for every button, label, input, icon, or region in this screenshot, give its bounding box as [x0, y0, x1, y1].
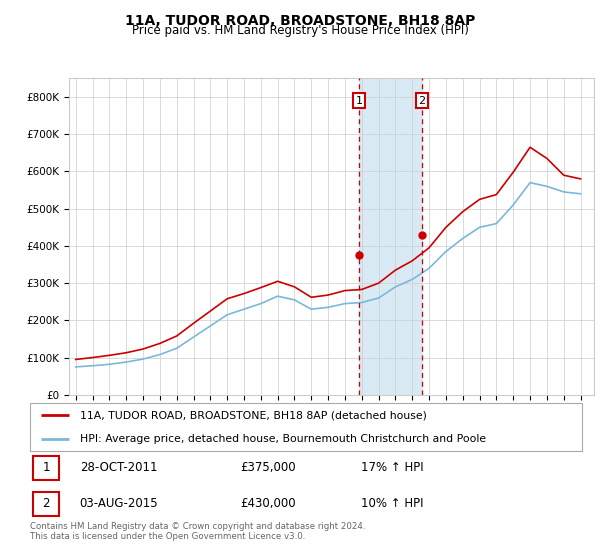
Text: 2: 2 [418, 96, 425, 105]
FancyBboxPatch shape [33, 492, 59, 516]
FancyBboxPatch shape [30, 403, 582, 451]
Text: HPI: Average price, detached house, Bournemouth Christchurch and Poole: HPI: Average price, detached house, Bour… [80, 434, 486, 444]
Text: 17% ↑ HPI: 17% ↑ HPI [361, 461, 424, 474]
Text: 1: 1 [42, 461, 50, 474]
Text: 11A, TUDOR ROAD, BROADSTONE, BH18 8AP: 11A, TUDOR ROAD, BROADSTONE, BH18 8AP [125, 14, 475, 28]
Text: 10% ↑ HPI: 10% ↑ HPI [361, 497, 424, 510]
Text: £430,000: £430,000 [240, 497, 295, 510]
Text: 03-AUG-2015: 03-AUG-2015 [80, 497, 158, 510]
Text: 1: 1 [355, 96, 362, 105]
Text: 2: 2 [42, 497, 50, 510]
Text: 11A, TUDOR ROAD, BROADSTONE, BH18 8AP (detached house): 11A, TUDOR ROAD, BROADSTONE, BH18 8AP (d… [80, 410, 427, 420]
Text: 28-OCT-2011: 28-OCT-2011 [80, 461, 157, 474]
FancyBboxPatch shape [33, 455, 59, 480]
Text: Contains HM Land Registry data © Crown copyright and database right 2024.
This d: Contains HM Land Registry data © Crown c… [30, 522, 365, 542]
Text: £375,000: £375,000 [240, 461, 295, 474]
Text: Price paid vs. HM Land Registry's House Price Index (HPI): Price paid vs. HM Land Registry's House … [131, 24, 469, 37]
